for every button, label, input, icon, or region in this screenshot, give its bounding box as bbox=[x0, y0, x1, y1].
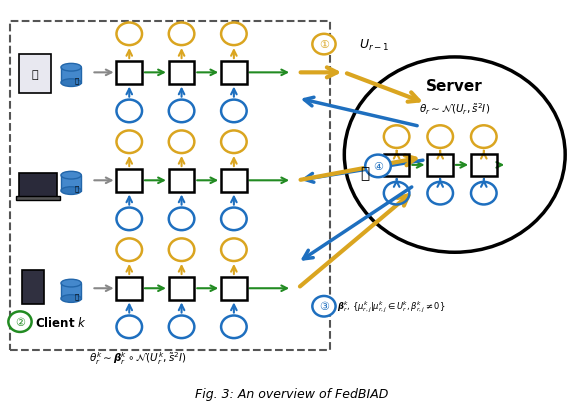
Bar bbox=[116, 62, 142, 84]
Bar bbox=[221, 62, 246, 84]
Bar bbox=[221, 170, 246, 192]
Text: Fig. 3: An overview of FedBIAD: Fig. 3: An overview of FedBIAD bbox=[195, 387, 389, 400]
Text: 📱: 📱 bbox=[32, 70, 38, 80]
Ellipse shape bbox=[61, 187, 81, 195]
Circle shape bbox=[312, 35, 336, 55]
Circle shape bbox=[365, 155, 391, 178]
Text: ①: ① bbox=[319, 40, 329, 50]
Text: $U_{r-1}$: $U_{r-1}$ bbox=[359, 38, 389, 52]
Bar bbox=[19, 55, 51, 94]
Bar bbox=[22, 271, 44, 304]
Text: ②: ② bbox=[15, 317, 25, 327]
Circle shape bbox=[345, 58, 565, 253]
Bar bbox=[221, 277, 246, 300]
Bar bbox=[384, 154, 409, 177]
Text: $\theta_r\sim\mathcal{N}(U_r,\tilde{s}^2I)$: $\theta_r\sim\mathcal{N}(U_r,\tilde{s}^2… bbox=[419, 101, 491, 117]
Text: 🔒: 🔒 bbox=[75, 185, 79, 192]
Bar bbox=[169, 277, 194, 300]
Bar bbox=[61, 176, 81, 191]
Bar bbox=[61, 68, 81, 83]
Text: $\mathbf{Client}\ k$: $\mathbf{Client}\ k$ bbox=[35, 315, 87, 329]
Bar bbox=[116, 277, 142, 300]
Bar bbox=[16, 196, 60, 200]
Ellipse shape bbox=[61, 280, 81, 287]
Text: ④: ④ bbox=[373, 161, 383, 171]
Bar bbox=[169, 62, 194, 84]
Ellipse shape bbox=[61, 64, 81, 72]
Ellipse shape bbox=[61, 295, 81, 303]
Bar bbox=[116, 170, 142, 192]
Text: ③: ③ bbox=[319, 301, 329, 311]
Ellipse shape bbox=[61, 172, 81, 180]
Bar bbox=[427, 154, 453, 177]
Text: Server: Server bbox=[426, 78, 483, 93]
Text: $\theta_r^k\sim\boldsymbol{\beta}_r^k\circ\mathcal{N}(U_r^k,\tilde{s}^2I)$: $\theta_r^k\sim\boldsymbol{\beta}_r^k\ci… bbox=[89, 349, 186, 366]
Circle shape bbox=[8, 312, 32, 332]
Circle shape bbox=[312, 296, 336, 317]
Bar bbox=[19, 173, 57, 199]
Bar bbox=[169, 170, 194, 192]
Bar bbox=[61, 283, 81, 299]
Ellipse shape bbox=[61, 80, 81, 87]
Text: 🔒: 🔒 bbox=[75, 78, 79, 84]
Text: 🔒: 🔒 bbox=[75, 293, 79, 299]
Bar bbox=[471, 154, 496, 177]
Text: 📡: 📡 bbox=[360, 166, 369, 180]
Text: $\boldsymbol{\beta}_r^k$, $\{\mu_{r,j}^k|\mu_{r,j}^k\in U_r^k, \beta_{r,j}^k\neq: $\boldsymbol{\beta}_r^k$, $\{\mu_{r,j}^k… bbox=[338, 299, 446, 314]
